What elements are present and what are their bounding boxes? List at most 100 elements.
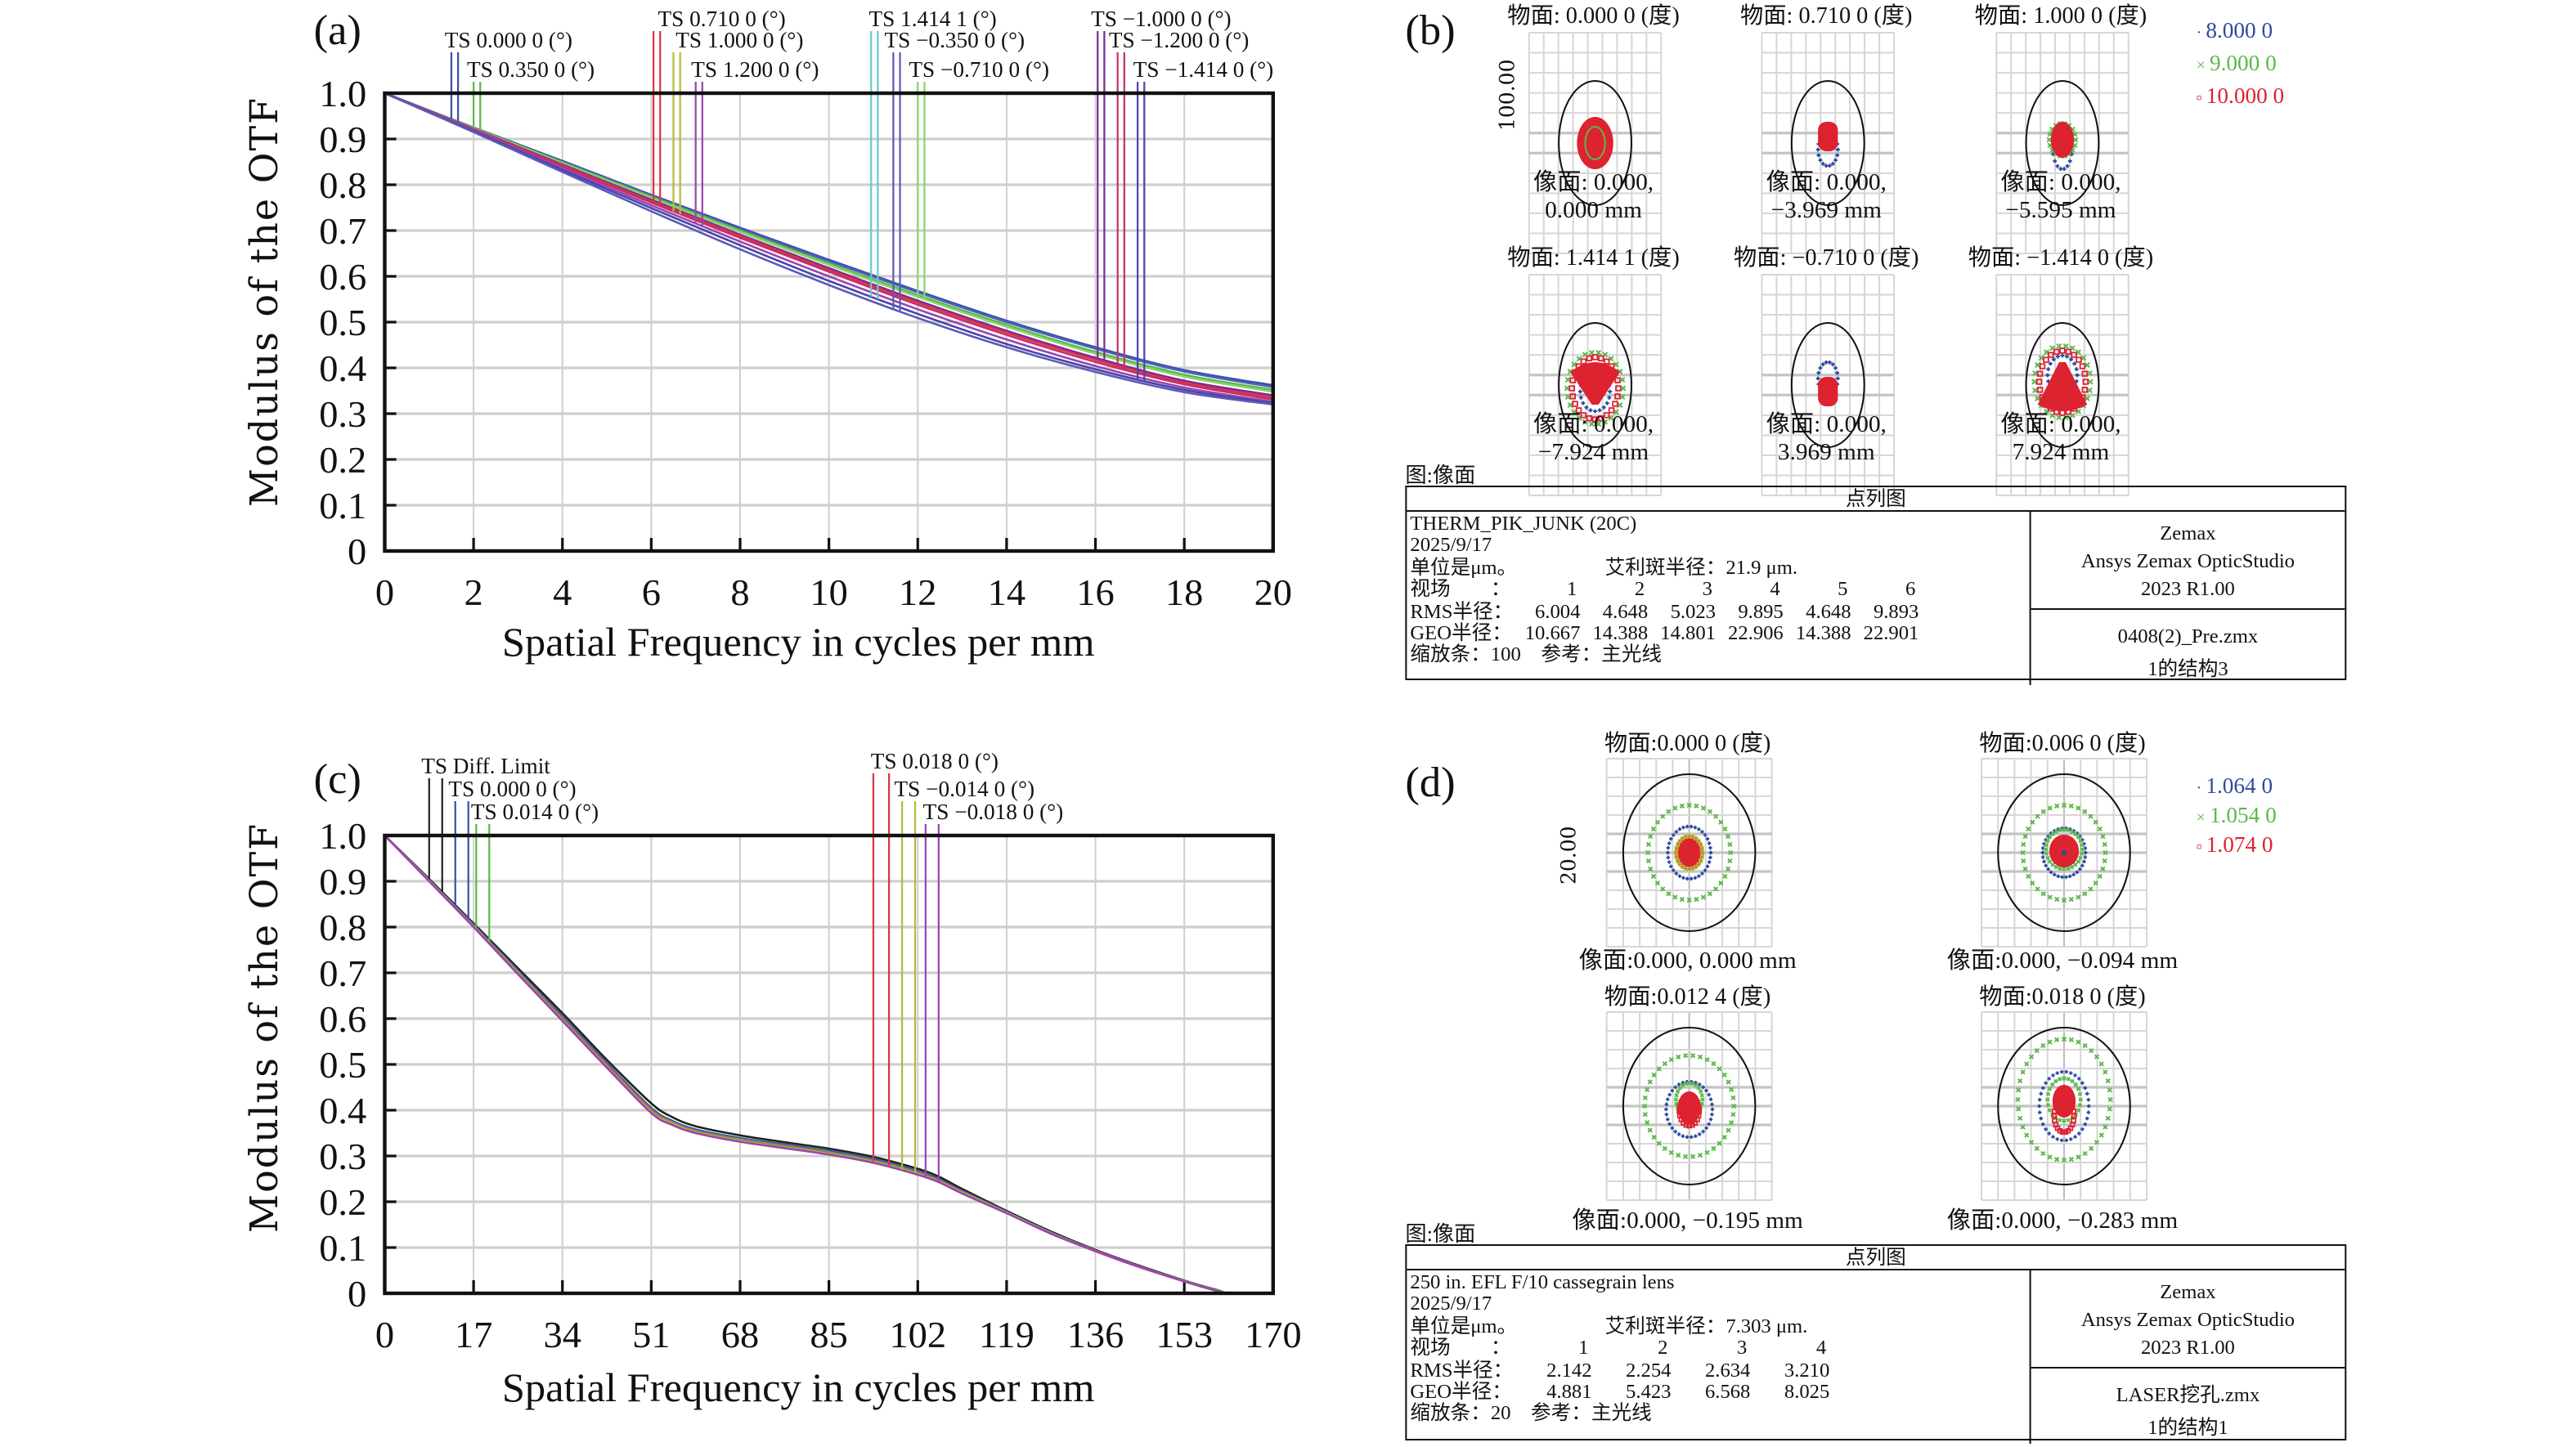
y-tick-label: 0.8 — [319, 907, 366, 948]
field-caption: 像面: 0.000, 0.000 mm — [1461, 170, 1726, 226]
spot-point — [1667, 841, 1672, 845]
spot-point — [1664, 1113, 1669, 1117]
spot-grid — [1761, 32, 1896, 254]
spot-point — [2068, 897, 2074, 903]
spot-point — [2102, 841, 2107, 848]
spot-point — [2047, 894, 2053, 900]
x-tick-label: 12 — [899, 571, 936, 613]
spot-point — [2020, 1124, 2026, 1130]
legend-label: TS −0.350 0 (°) — [885, 28, 1025, 52]
spot-point — [2103, 1124, 2108, 1130]
spot-diagram-b: 物面: 0.000 0 (度) 像面: 0.000, 0.000 mm 物面: 0.7… — [1461, 5, 2284, 496]
spot-point — [1685, 1135, 1690, 1140]
spot-point — [1700, 1097, 1705, 1102]
y-tick-label: 0.1 — [319, 485, 366, 526]
airy-circle — [1558, 80, 1632, 206]
spot-point — [2047, 1154, 2053, 1160]
y-tick-label: 0.2 — [319, 439, 366, 481]
spot-point — [1603, 412, 1610, 419]
spot-center — [2061, 849, 2067, 856]
spot-point — [1598, 355, 1604, 361]
table-cell: 22.901 — [1863, 620, 1919, 644]
spot-point — [2069, 152, 2074, 156]
x-tick-label: 85 — [810, 1314, 847, 1355]
spot-point — [1815, 376, 1820, 381]
spot-grid — [1981, 758, 2147, 947]
spot-point — [1707, 1122, 1711, 1127]
spot-point — [2078, 867, 2082, 871]
spot-point — [2026, 873, 2031, 880]
spot-point — [1712, 813, 1719, 819]
spot-point — [1730, 1112, 1736, 1118]
spot-point — [2069, 1071, 2073, 1075]
legend-label: TS Diff. Limit — [421, 754, 550, 778]
spot-point — [1690, 1135, 1694, 1140]
spot-point — [2031, 379, 2038, 385]
spot-point — [2058, 1118, 2062, 1122]
brand-name: Zemax — [2160, 1280, 2216, 1303]
spot-point — [1666, 891, 1672, 897]
spot-point — [1818, 365, 1823, 370]
spot-point — [2040, 891, 2046, 897]
spot-point — [2103, 849, 2108, 856]
spot-point — [1676, 1082, 1681, 1086]
spot-point — [1683, 1154, 1689, 1159]
spot-point — [1695, 1104, 1702, 1109]
legend-label: TS 0.000 0 (°) — [445, 28, 572, 52]
spot-point — [1644, 1086, 1650, 1092]
caption-line: 像面: 0.000, — [2000, 170, 2121, 196]
spot-point — [1666, 1118, 1670, 1122]
spot-point — [2048, 361, 2053, 366]
field-title: 物面: 1.000 0 (度) — [1974, 5, 2147, 29]
spot-point — [2045, 855, 2050, 861]
spot-point — [2062, 167, 2067, 171]
spot-point — [1722, 826, 1728, 832]
spot-point — [1679, 897, 1685, 903]
spot-point — [2046, 137, 2053, 143]
spot-point — [2078, 1097, 2083, 1102]
spot-point — [1830, 362, 1835, 367]
brand-cell: Zemax Ansys Zemax OpticStudio 2023 R1.00 — [2031, 1270, 2345, 1369]
table-cell: 4 — [1815, 1336, 1827, 1360]
legend-marker-icon: · — [2196, 25, 2206, 43]
spot-point — [1686, 802, 1692, 809]
spot-point — [2054, 1037, 2060, 1043]
spot-point — [1586, 415, 1592, 422]
units-row: 单位是μm。 艾利斑半径：7.303 μm. — [1410, 1315, 1829, 1338]
field-title: 物面: −1.414 0 (度) — [1968, 247, 2154, 271]
caption-line: 像面: 0.000, — [1766, 170, 1887, 196]
spot-point — [1670, 1088, 1674, 1093]
spot-point — [2058, 167, 2063, 171]
rms-values: 2.142 2.254 2.634 3.210 — [1513, 1358, 1829, 1381]
x-tick-label: 51 — [632, 1314, 670, 1355]
legend-label: TS 1.200 0 (°) — [691, 57, 819, 82]
spot-point — [2083, 855, 2088, 859]
x-tick-label: 20 — [1254, 571, 1292, 613]
spot-point — [1697, 874, 1701, 878]
spot-point — [2064, 1138, 2069, 1143]
y-tick-label: 0 — [348, 1273, 366, 1315]
field-row: 视场 ： 1 2 3 4 5 6 — [1410, 578, 1919, 601]
panel-b-tag: (b) — [1405, 7, 1456, 54]
plot-frame — [383, 91, 1276, 553]
spot-point — [1708, 1097, 1713, 1101]
spot-point — [2022, 866, 2028, 871]
spot-point — [2080, 1127, 2085, 1131]
spot-point — [2038, 1110, 2042, 1114]
spot-point — [1700, 894, 1707, 900]
spot-point — [1666, 855, 1671, 860]
spot-point — [1651, 1072, 1657, 1078]
spot-point — [1707, 809, 1713, 814]
geo-row: GEO半径： 10.667 14.388 14.801 22.906 14.388 22.9… — [1410, 620, 1919, 645]
spot-point — [1705, 836, 1710, 841]
spot-point — [1726, 1079, 1731, 1085]
date: 2025/9/17 — [1410, 533, 1492, 557]
spot-point — [2073, 1135, 2077, 1139]
rms-row: RMS半径： 2.142 2.254 2.634 3.210 — [1410, 1358, 1829, 1382]
caption-line: −7.924 mm — [1537, 440, 1649, 466]
y-tick-label: 0.5 — [319, 302, 366, 343]
field-title: 物面: 1.414 1 (度) — [1507, 247, 1680, 271]
legend-marker-icon: · — [2196, 780, 2206, 798]
table-cell: 1 — [1578, 1336, 1589, 1360]
spot-point — [2053, 159, 2058, 164]
